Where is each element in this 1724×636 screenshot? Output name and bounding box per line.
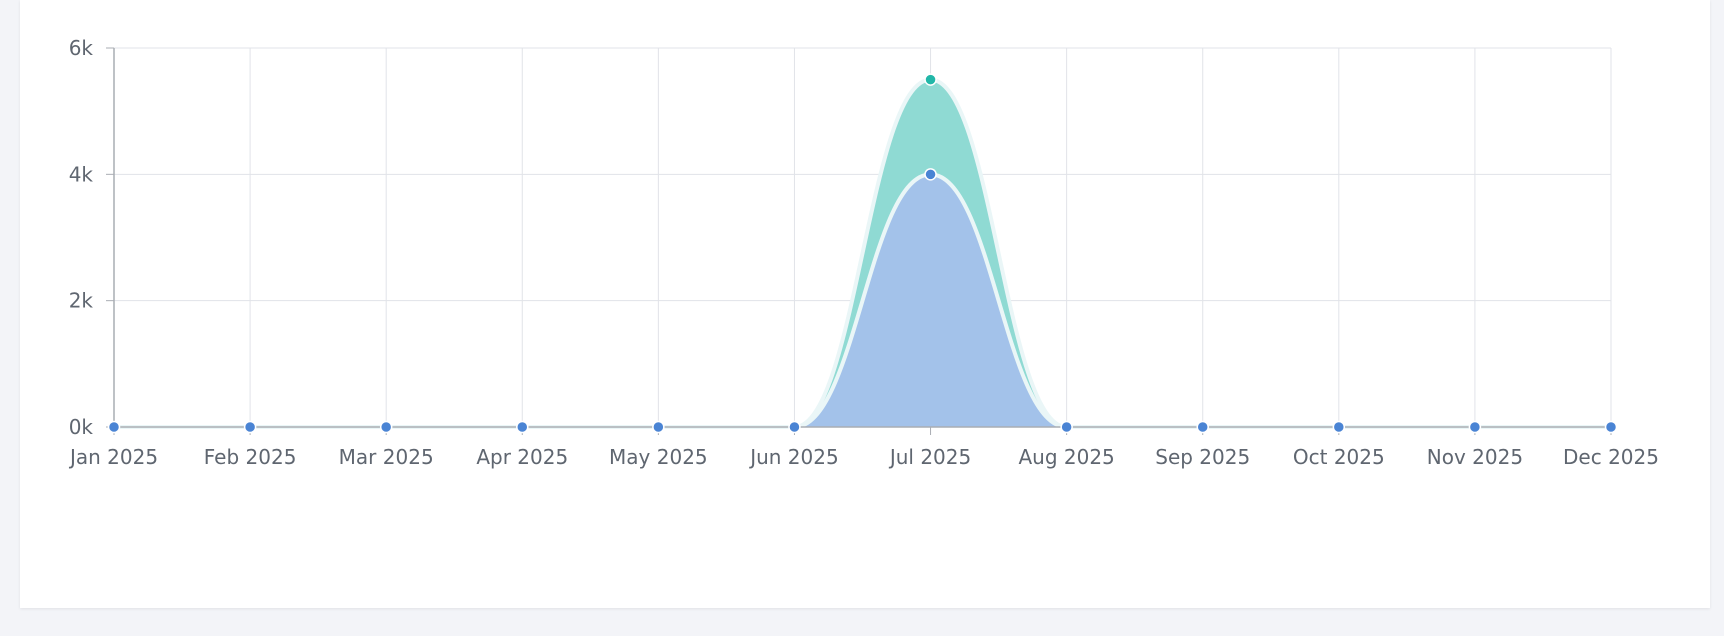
series-1-area xyxy=(114,174,1611,427)
y-tick-label: 2k xyxy=(69,289,94,313)
x-tick-label: Mar 2025 xyxy=(339,445,434,469)
series-1-point xyxy=(1060,420,1073,434)
x-tick-label: Jun 2025 xyxy=(748,445,839,469)
x-tick-label: Dec 2025 xyxy=(1563,445,1659,469)
series-1-point xyxy=(107,420,121,434)
y-tick-label: 6k xyxy=(69,36,94,60)
series-1-point xyxy=(516,420,529,434)
series-1-point xyxy=(1196,420,1209,434)
series-1-point xyxy=(788,420,801,434)
series-1-point xyxy=(652,420,665,434)
x-tick-label: May 2025 xyxy=(609,445,708,469)
x-tick-label: Jan 2025 xyxy=(68,445,158,469)
y-tick-label: 0k xyxy=(69,415,94,439)
x-tick-label: Oct 2025 xyxy=(1293,445,1385,469)
x-tick-label: Aug 2025 xyxy=(1018,445,1114,469)
x-tick-label: Sep 2025 xyxy=(1155,445,1250,469)
x-tick-label: Feb 2025 xyxy=(204,445,297,469)
x-tick-label: Apr 2025 xyxy=(476,445,568,469)
x-tick-label: Jul 2025 xyxy=(888,445,971,469)
series-1-point xyxy=(1468,420,1482,434)
series-1-point xyxy=(924,168,937,181)
series-1-point xyxy=(1604,420,1618,434)
y-tick-label: 4k xyxy=(69,162,94,186)
series-1-point xyxy=(379,420,393,434)
x-tick-label: Nov 2025 xyxy=(1427,445,1523,469)
series-1-point xyxy=(1332,420,1346,434)
series-2-point xyxy=(924,73,937,86)
series-1-point xyxy=(243,420,257,434)
